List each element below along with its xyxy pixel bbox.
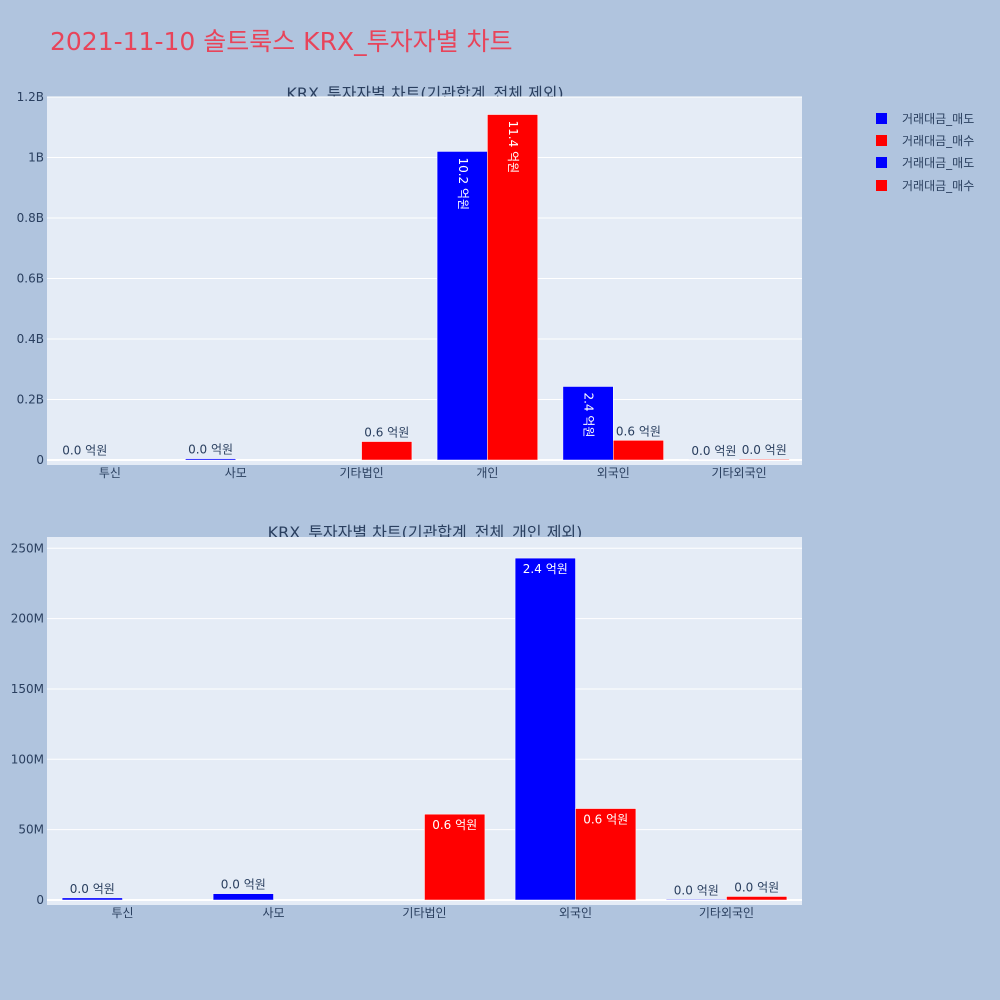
data-label: 0.0 억원	[62, 444, 107, 458]
legend: 거래대금_매도 거래대금_매수 거래대금_매도 거래대금_매수	[876, 107, 974, 197]
data-label: 0.0 억원	[674, 883, 719, 897]
y-tick-label: 150M	[11, 682, 44, 696]
y-tick-label: 1.2B	[17, 90, 44, 104]
data-label: 10.2 억원	[456, 157, 470, 210]
x-tick-label: 기타외국인	[711, 466, 766, 480]
legend-item[interactable]: 거래대금_매도	[876, 107, 974, 129]
legend-item[interactable]: 거래대금_매도	[876, 152, 974, 174]
x-tick-label: 기타법인	[339, 466, 383, 480]
x-tick-label: 개인	[476, 466, 498, 480]
x-tick-label: 외국인	[597, 466, 630, 480]
y-tick-label: 50M	[18, 823, 44, 837]
x-tick-label: 기타외국인	[699, 906, 754, 920]
bar-buy	[424, 813, 486, 901]
legend-swatch-buy	[876, 135, 887, 147]
bar-sell	[562, 386, 614, 461]
y-tick-label: 100M	[11, 752, 44, 766]
legend-label: 거래대금_매수	[902, 134, 975, 149]
y-tick-label: 0	[36, 893, 44, 907]
bar-buy	[738, 458, 790, 461]
bar-sell	[185, 458, 237, 461]
data-label: 2.4 억원	[523, 562, 568, 576]
legend-item[interactable]: 거래대금_매수	[876, 129, 974, 151]
legend-label: 거래대금_매수	[902, 178, 975, 193]
bar-sell	[61, 897, 123, 901]
data-label: 0.6 억원	[616, 424, 661, 438]
bar-buy	[613, 440, 664, 461]
chart-panel-1: 0 50M 100M 150M 200M 250M 투신 사모 기타법인 외국인 기타외국인 0.0 …	[11, 537, 802, 920]
y-tick-label: 200M	[11, 612, 44, 626]
bar-buy	[487, 114, 538, 461]
bar-sell	[665, 899, 727, 901]
data-label: 0.0 억원	[742, 443, 787, 457]
legend-swatch-sell	[876, 112, 887, 124]
page-title: 2021-11-10 솔트룩스 KRX_투자자별 차트	[50, 27, 513, 56]
y-tick-label: 0.2B	[17, 393, 44, 407]
y-tick-label: 0.8B	[17, 211, 44, 225]
y-tick-label: 1B	[28, 151, 44, 165]
legend-item[interactable]: 거래대금_매수	[876, 174, 974, 196]
x-tick-label: 사모	[225, 466, 247, 480]
data-label: 0.6 억원	[583, 813, 628, 827]
data-label: 0.0 억원	[70, 882, 115, 896]
data-label: 11.4 억원	[506, 121, 520, 174]
x-tick-label: 투신	[99, 466, 121, 480]
y-tick-label: 0	[36, 453, 44, 467]
data-label: 0.0 억원	[221, 878, 266, 892]
y-tick-label: 0.6B	[17, 272, 44, 286]
plot-area	[47, 97, 802, 465]
data-label: 0.6 억원	[432, 818, 477, 832]
bar-sell	[212, 893, 274, 901]
bar-buy	[575, 808, 637, 901]
data-label: 0.0 억원	[734, 880, 779, 894]
legend-label: 거래대금_매도	[902, 156, 975, 171]
bar-buy	[726, 896, 788, 901]
bar-sell	[688, 459, 740, 461]
bar-buy	[361, 441, 413, 461]
legend-swatch-sell	[876, 157, 887, 169]
data-label: 0.0 억원	[691, 444, 736, 458]
data-label: 2.4 억원	[582, 392, 596, 437]
x-tick-label: 기타법인	[402, 906, 446, 920]
x-tick-label: 외국인	[559, 906, 592, 920]
x-tick-label: 사모	[262, 906, 284, 920]
bar-sell	[436, 151, 488, 461]
legend-swatch-buy	[876, 179, 887, 191]
data-label: 0.0 억원	[188, 443, 233, 457]
data-label: 0.6 억원	[364, 426, 409, 440]
y-tick-label: 0.4B	[17, 332, 44, 346]
legend-label: 거래대금_매도	[902, 111, 975, 126]
bar-sell	[514, 557, 576, 901]
bar-sell	[59, 459, 111, 461]
chart-panel-0: 0 0.2B 0.4B 0.6B 0.8B 1B 1.2B 투신 사모 기타법인 개인 외국인 기타외국…	[17, 90, 802, 480]
y-tick-label: 250M	[11, 541, 44, 555]
x-tick-label: 투신	[111, 906, 133, 920]
